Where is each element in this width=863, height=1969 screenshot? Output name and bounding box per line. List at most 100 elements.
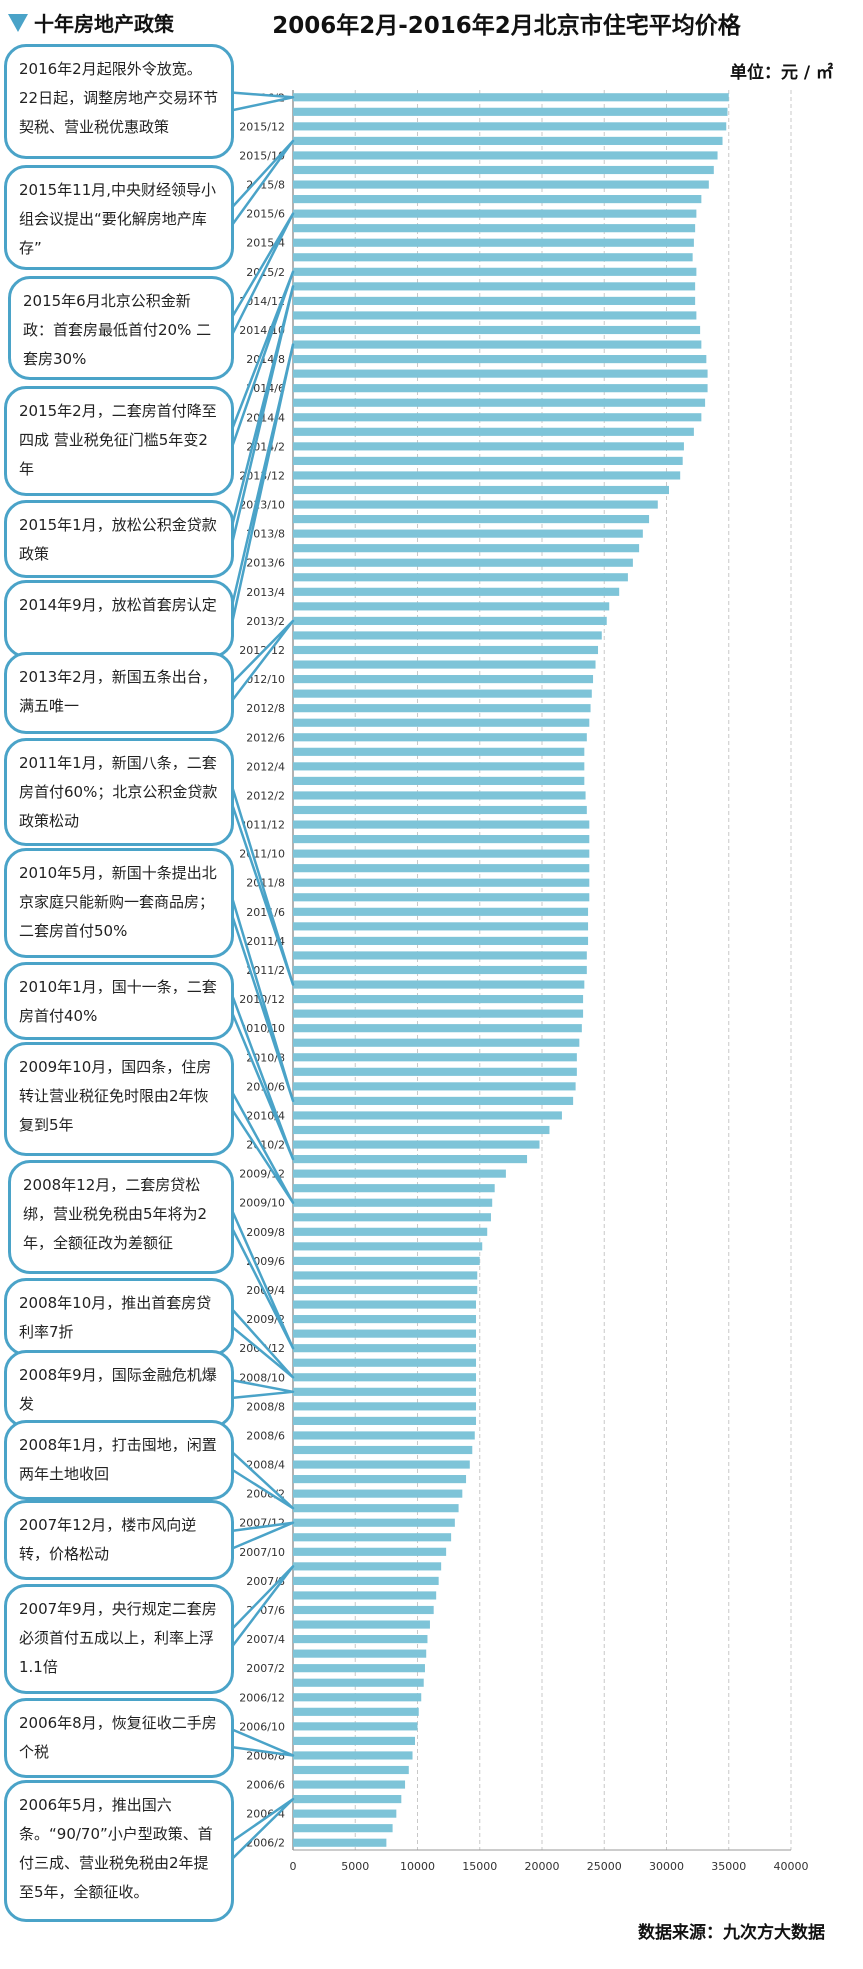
price-bar: [293, 311, 697, 320]
price-bar: [293, 1620, 430, 1629]
y-tick-label: 2015/6: [246, 208, 285, 221]
price-bar: [293, 224, 696, 233]
price-bar: [293, 355, 707, 364]
price-bar: [293, 1591, 437, 1600]
price-bar: [293, 1140, 540, 1149]
price-bar: [293, 1242, 483, 1251]
price-bar: [293, 1125, 550, 1135]
price-bar: [293, 805, 587, 815]
x-tick-label: 5000: [341, 1860, 369, 1873]
price-bar: [293, 296, 696, 305]
price-bar: [293, 1736, 416, 1745]
price-bar: [293, 1765, 409, 1775]
policy-callout: 2008年12月，二套房贷松绑，营业税免税由5年将为2年，全额征改为差额征: [8, 1160, 234, 1274]
price-bar: [293, 689, 592, 698]
price-bar: [293, 1344, 477, 1353]
y-tick-label: 2013/8: [246, 528, 285, 541]
price-bar: [293, 1271, 478, 1280]
policy-callout: 2006年8月，恢复征收二手房个税: [4, 1698, 234, 1778]
price-bar: [293, 1256, 480, 1265]
price-bar: [293, 1693, 422, 1702]
y-tick-label: 2007/2: [246, 1662, 285, 1675]
price-bar: [293, 558, 633, 567]
y-tick-label: 2012/8: [246, 702, 285, 715]
price-bar: [293, 835, 590, 844]
price-bar: [293, 1489, 463, 1498]
y-tick-label: 2006/2: [246, 1837, 285, 1850]
x-tick-label: 40000: [774, 1860, 809, 1873]
section-header: 十年房地产政策: [8, 8, 174, 37]
price-bar: [293, 253, 693, 262]
y-tick-label: 2008/10: [239, 1371, 285, 1384]
price-bar: [293, 1664, 425, 1673]
price-bar: [293, 180, 709, 189]
y-tick-label: 2006/10: [239, 1720, 285, 1733]
price-bar: [293, 384, 708, 393]
price-bar: [293, 602, 610, 611]
price-bar: [293, 1096, 574, 1105]
price-bar: [293, 1009, 584, 1018]
y-tick-label: 2015/12: [239, 120, 285, 133]
y-tick-label: 2011/6: [246, 906, 285, 919]
price-bar: [293, 573, 628, 582]
price-bar: [293, 500, 658, 509]
policy-callout: 2015年11月,中央财经领导小组会议提出“要化解房地产库存”: [4, 165, 234, 270]
price-bar: [293, 1795, 402, 1804]
price-bar: [293, 515, 650, 524]
price-bar: [293, 907, 589, 916]
y-tick-label: 2011/12: [239, 819, 285, 832]
y-tick-label: 2015/10: [239, 149, 285, 162]
price-bar: [293, 1504, 459, 1513]
price-bar: [293, 325, 701, 335]
price-bar: [293, 1155, 528, 1164]
y-tick-label: 2012/4: [246, 760, 285, 773]
price-bar: [293, 820, 590, 829]
price-bar: [293, 1751, 413, 1760]
price-bar: [293, 893, 590, 902]
price-bar: [293, 369, 708, 378]
callout-pointer: [229, 619, 295, 704]
y-tick-label: 2014/8: [246, 353, 285, 366]
price-bar: [293, 791, 586, 800]
price-bar: [293, 1722, 418, 1731]
price-bar: [293, 864, 590, 873]
policy-callout: 2010年5月，新国十条提出北京家庭只能新购一套商品房；二套房首付50%: [4, 848, 234, 958]
price-bar: [293, 1213, 491, 1222]
price-bar: [293, 122, 727, 131]
price-bar: [293, 529, 643, 538]
price-bar: [293, 1111, 562, 1120]
policy-callout: 2007年12月，楼市风向逆转，价格松动: [4, 1500, 234, 1580]
price-bar: [293, 878, 590, 887]
price-bar: [293, 1678, 424, 1687]
y-tick-label: 2011/8: [246, 877, 285, 890]
y-tick-label: 2013/2: [246, 615, 285, 628]
price-bar: [293, 951, 587, 960]
price-bar: [293, 733, 587, 742]
policy-callout: 2007年9月，央行规定二套房必须首付五成以上，利率上浮1.1倍: [4, 1584, 234, 1694]
price-bar: [293, 776, 585, 785]
policy-callout: 2009年10月，国四条，住房转让营业税征免时限由2年恢复到5年: [4, 1042, 234, 1156]
price-bar: [293, 1547, 447, 1556]
unit-label: 单位：元 / ㎡: [729, 63, 833, 83]
y-tick-label: 2009/2: [246, 1313, 285, 1326]
price-bar: [293, 1373, 477, 1382]
price-bar: [293, 645, 599, 655]
policy-callout: 2015年6月北京公积金新政：首套房最低首付20% 二套房30%: [8, 276, 234, 380]
price-bar: [293, 1824, 393, 1833]
price-bar: [293, 1387, 477, 1396]
price-bar: [293, 427, 694, 436]
price-bar: [293, 340, 702, 349]
price-bar: [293, 849, 590, 858]
price-bar: [293, 1358, 477, 1367]
price-bar: [293, 660, 596, 669]
price-bar: [293, 1838, 387, 1847]
price-bar: [293, 1300, 477, 1309]
price-bar: [293, 587, 620, 596]
price-bar: [293, 165, 714, 175]
y-tick-label: 2006/12: [239, 1691, 285, 1704]
y-tick-label: 2013/4: [246, 586, 285, 599]
price-bar: [293, 704, 591, 713]
price-bar: [293, 922, 589, 931]
x-tick-label: 35000: [711, 1860, 746, 1873]
price-bar: [293, 747, 585, 756]
